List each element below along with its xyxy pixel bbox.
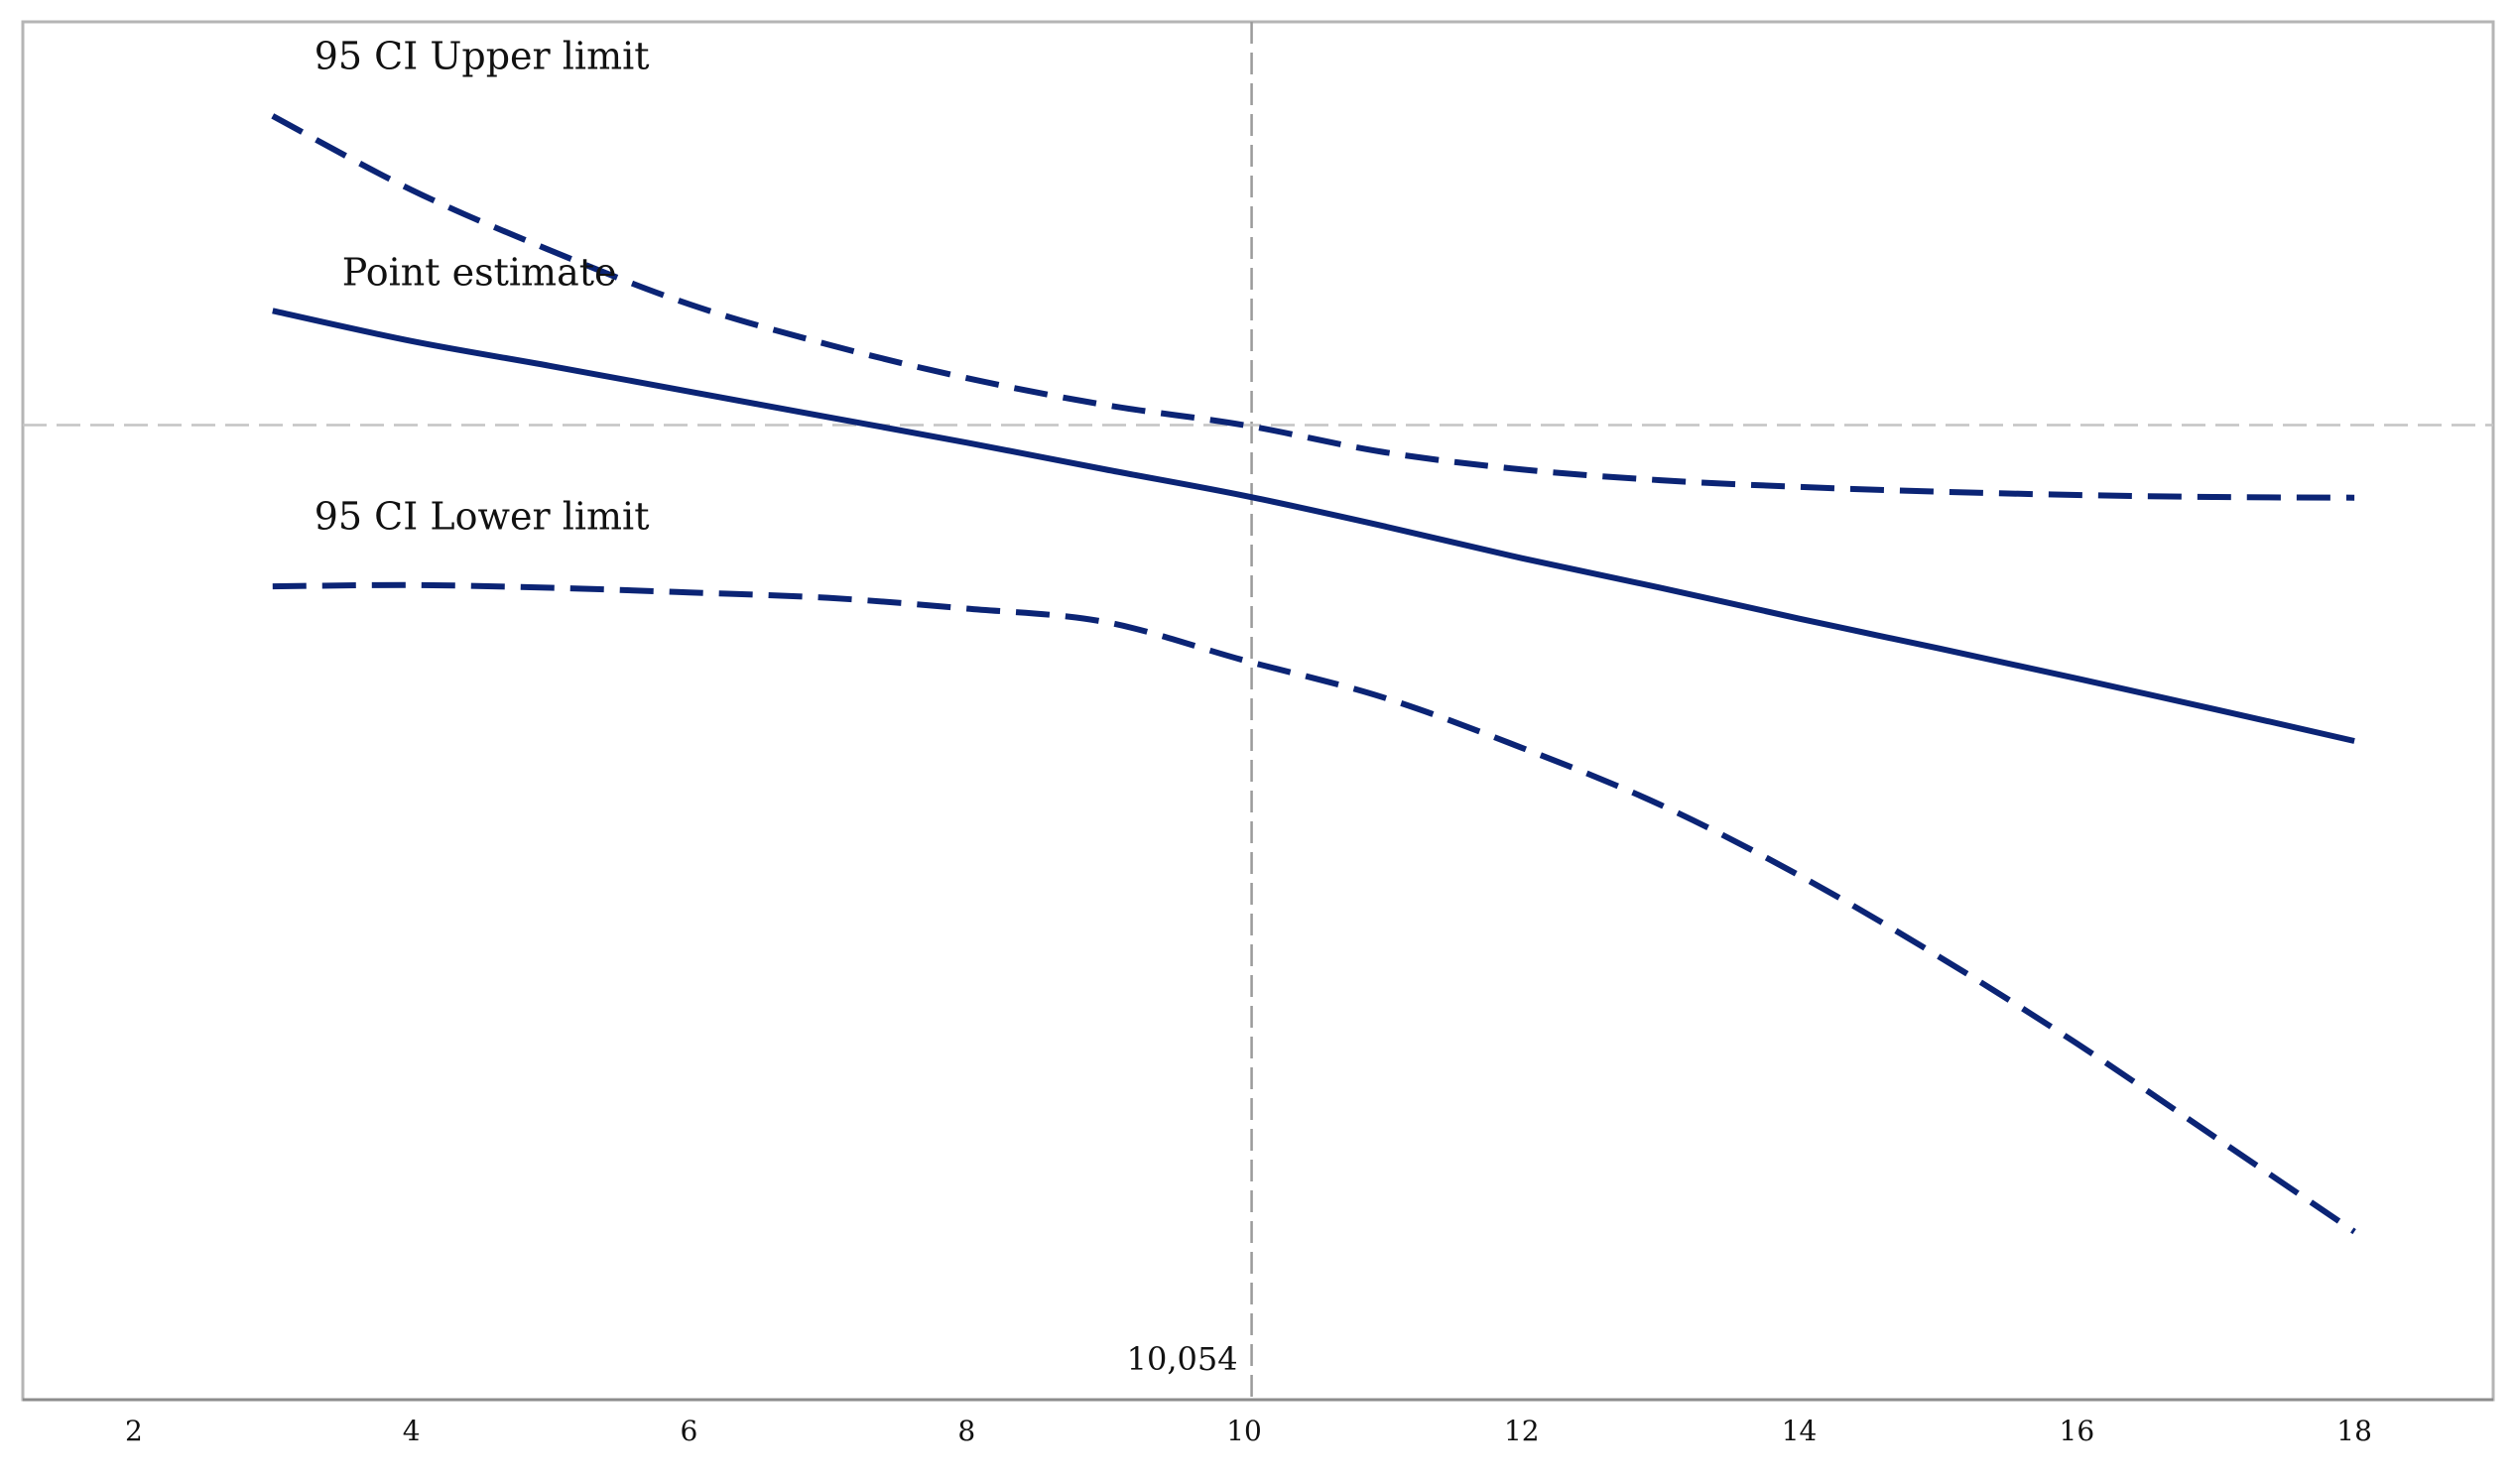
reference-lines: 10,054	[23, 22, 2493, 1400]
x-tick-label: 14	[1782, 1415, 1818, 1447]
line-annotations: 95 CI Upper limit Point estimate 95 CI Low…	[314, 34, 650, 538]
annotation-label: 95 CI Upper limit	[314, 34, 650, 77]
x-tick-label: 10	[1226, 1415, 1262, 1447]
x-tick-label: 8	[957, 1415, 975, 1447]
vertical-reference-label: 10,054	[1127, 1340, 1238, 1378]
plot-frame	[21, 20, 2495, 1402]
series-lines	[271, 113, 2356, 1235]
x-tick-label: 18	[2336, 1415, 2372, 1447]
series-line-3	[272, 581, 2356, 1235]
x-tick-label: 2	[125, 1415, 143, 1447]
x-tick-labels: 2 4 6 8 10 12 14 16 18	[125, 1415, 2372, 1447]
series-line-2	[272, 308, 2355, 744]
x-tick-label: 4	[403, 1415, 421, 1447]
x-tick-label: 6	[681, 1415, 698, 1447]
annotation-label: 95 CI Lower limit	[314, 495, 650, 539]
series-line-1	[271, 113, 2355, 501]
x-tick-label: 12	[1504, 1415, 1540, 1447]
annotation-label: Point estimate	[342, 251, 617, 295]
x-tick-label: 16	[2060, 1415, 2095, 1447]
